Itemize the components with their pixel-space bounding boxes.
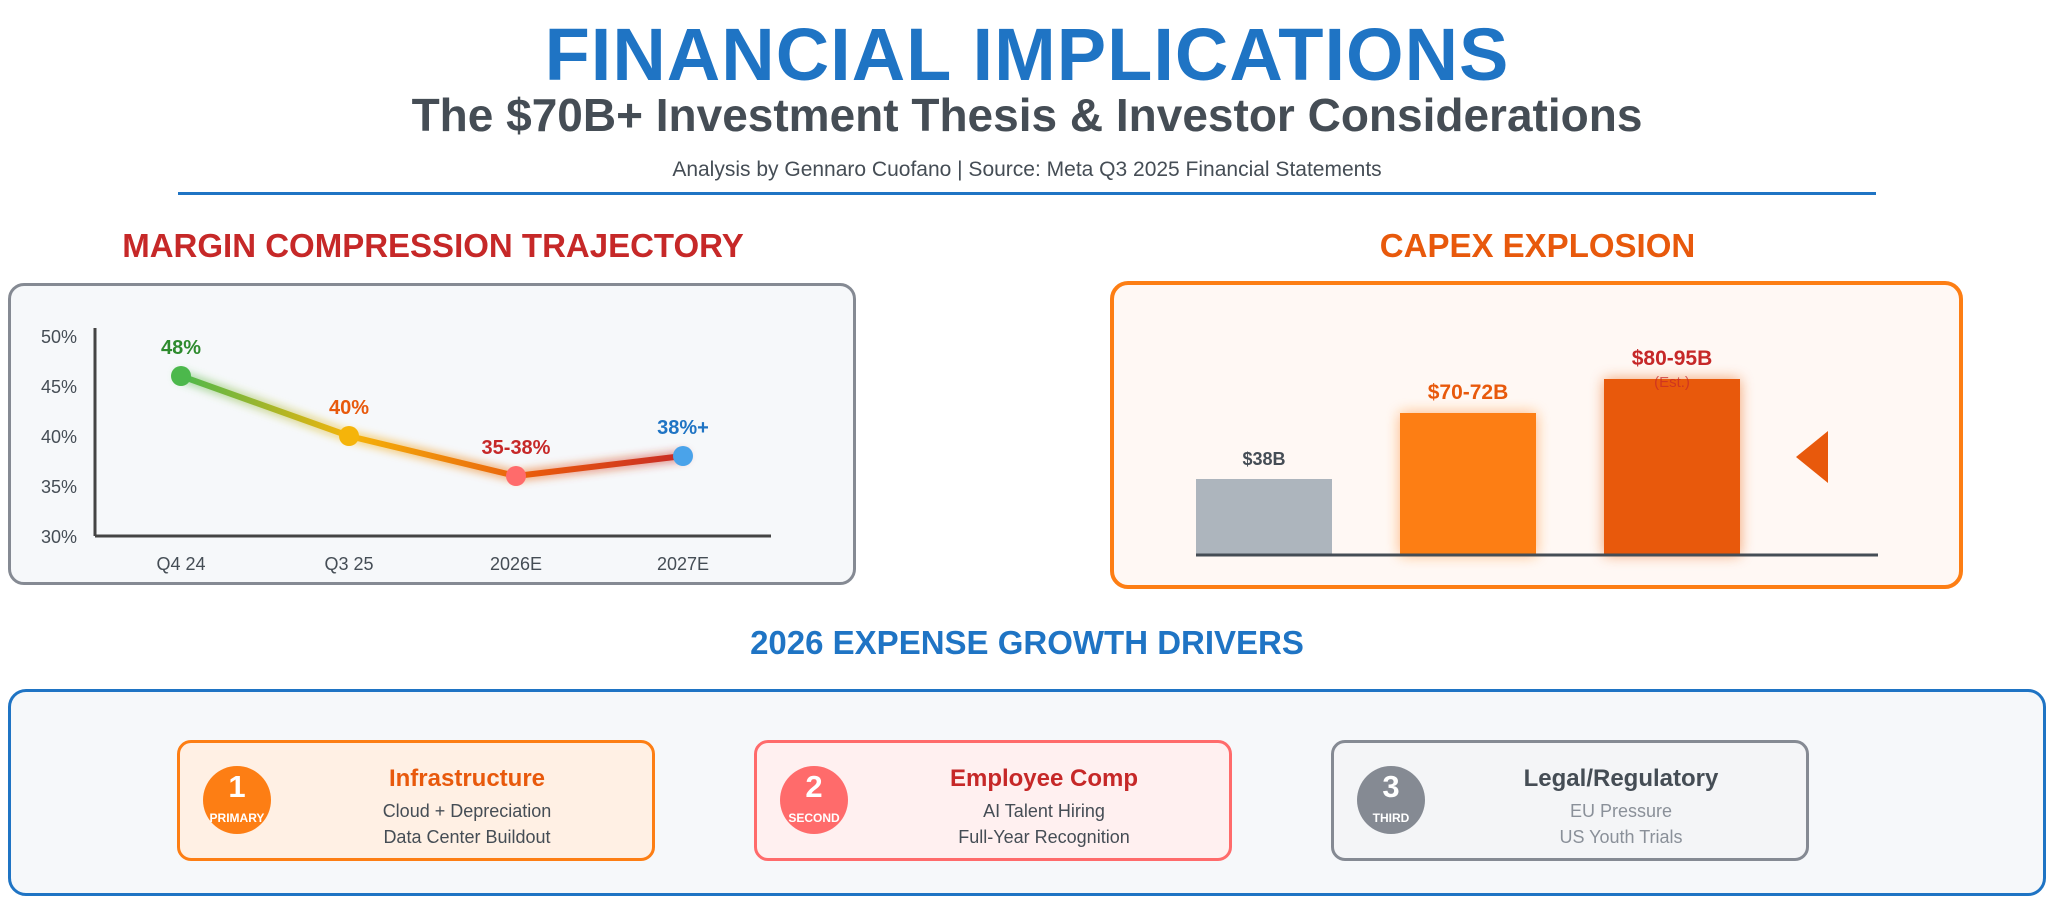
- bar: [1196, 479, 1332, 555]
- page-subtitle: The $70B+ Investment Thesis & Investor C…: [411, 89, 1643, 141]
- driver-card-legal-regulatory: 3 THIRD Legal/Regulatory EU Pressure US …: [1331, 740, 1809, 861]
- x-tick-label: Q3 25: [324, 554, 373, 574]
- driver-detail: Data Center Buildout: [383, 827, 551, 847]
- x-tick-label: Q4 24: [156, 554, 205, 574]
- series-line-glow: [175, 370, 689, 482]
- badge-number: 2: [805, 769, 823, 804]
- driver-title: Employee Comp: [949, 765, 1139, 792]
- driver-title: Legal/Regulatory: [1523, 765, 1719, 792]
- bar: [1604, 379, 1740, 555]
- x-tick-label: 2025: [1448, 582, 1488, 585]
- bar: [1400, 413, 1536, 555]
- badge-rank: PRIMARY: [209, 811, 265, 825]
- bar-value-label: $70-72B: [1428, 381, 1509, 404]
- capex-chart: $38B 2024 $70-72B 2025 $80-95B (Est.) 2026E: [1196, 347, 1878, 602]
- series-line: [178, 373, 686, 479]
- y-tick-label: 45%: [41, 377, 77, 397]
- y-tick-label: 50%: [41, 327, 77, 347]
- data-point: [339, 426, 359, 446]
- x-tick-label: 2026E: [490, 554, 542, 574]
- bar-value-label: $80-95B: [1632, 347, 1713, 370]
- driver-detail: US Youth Trials: [1559, 827, 1683, 847]
- x-tick-label: 2027E: [657, 554, 709, 574]
- data-label: 40%: [329, 397, 369, 419]
- driver-detail: Full-Year Recognition: [958, 827, 1130, 847]
- capex-chart-title: CAPEX EXPLOSION: [1379, 227, 1696, 264]
- driver-title: Infrastructure: [388, 765, 546, 792]
- capex-chart-panel: $38B 2024 $70-72B 2025 $80-95B (Est.) 2026E: [1110, 281, 1963, 602]
- bar-sub-label: (Est.): [1654, 374, 1690, 391]
- badge-number: 1: [228, 769, 246, 804]
- margin-chart-title: MARGIN COMPRESSION TRAJECTORY: [122, 227, 744, 264]
- driver-detail: Cloud + Depreciation: [382, 801, 552, 821]
- driver-detail: AI Talent Hiring: [983, 801, 1105, 821]
- y-tick-label: 30%: [41, 527, 77, 547]
- margin-chart-panel: 30% 35% 40% 45% 50% Q4 24 Q3 25 2026E 2027E 48% 40…: [8, 283, 856, 585]
- data-label: 48%: [161, 337, 201, 359]
- data-point: [673, 446, 693, 466]
- driver-detail: EU Pressure: [1569, 801, 1673, 821]
- driver-card-employee-comp: 2 SECOND Employee Comp AI Talent Hiring …: [754, 740, 1232, 861]
- data-point: [171, 366, 191, 386]
- badge-rank: THIRD: [1372, 811, 1410, 825]
- x-tick-label: 2026E: [1646, 582, 1698, 585]
- badge-number: 3: [1382, 769, 1400, 804]
- y-tick-label: 40%: [41, 427, 77, 447]
- data-label: 35-38%: [482, 437, 551, 459]
- arrow-icon: [1796, 431, 1828, 483]
- rank-badge: 2 SECOND: [780, 766, 848, 834]
- bar-value-label: $38B: [1242, 449, 1285, 469]
- margin-chart: 30% 35% 40% 45% 50% Q4 24 Q3 25 2026E 2027E 48% 40…: [41, 327, 771, 574]
- badge-rank: SECOND: [788, 811, 840, 825]
- data-point: [506, 466, 526, 486]
- y-tick-label: 35%: [41, 477, 77, 497]
- drivers-title: 2026 EXPENSE GROWTH DRIVERS: [750, 624, 1304, 661]
- header-divider: [178, 192, 1876, 195]
- byline: Analysis by Gennaro Cuofano | Source: Me…: [672, 158, 1382, 181]
- page-title: FINANCIAL IMPLICATIONS: [544, 13, 1510, 96]
- x-tick-label: 2024: [1244, 582, 1284, 585]
- rank-badge: 3 THIRD: [1357, 766, 1425, 834]
- data-label: 38%+: [657, 417, 709, 439]
- driver-card-infrastructure: 1 PRIMARY Infrastructure Cloud + Depreci…: [177, 740, 655, 861]
- rank-badge: 1 PRIMARY: [203, 766, 271, 834]
